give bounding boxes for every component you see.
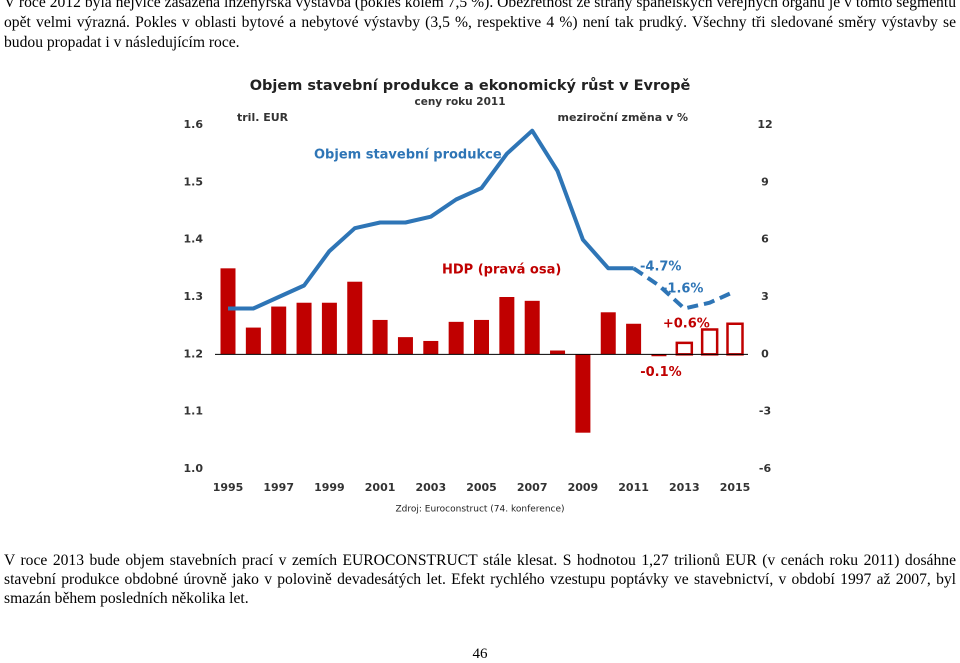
bar xyxy=(347,281,363,355)
data-label: +0.6% xyxy=(663,316,710,331)
bar xyxy=(372,319,388,355)
y2-tick-label: 12 xyxy=(757,118,772,131)
y2-axis-label: meziroční změna v % xyxy=(558,111,688,124)
bar xyxy=(600,312,616,355)
y2-tick-label: -3 xyxy=(759,405,771,418)
bar xyxy=(448,321,464,355)
bar xyxy=(397,337,413,355)
source: Zdroj: Euroconstruct (74. konference) xyxy=(395,505,564,515)
bar xyxy=(245,327,261,355)
y2-tick-label: 9 xyxy=(761,175,769,188)
bar xyxy=(700,328,719,356)
y2-tick-label: 6 xyxy=(761,233,769,246)
bar xyxy=(271,306,287,355)
bar xyxy=(524,300,540,355)
x-tick-label: 1997 xyxy=(263,481,294,494)
y-tick-label: 1.6 xyxy=(184,118,204,131)
y-tick-label: 1.2 xyxy=(184,347,204,360)
x-tick-label: 1999 xyxy=(314,481,345,494)
y-tick-label: 1.1 xyxy=(184,405,204,418)
y2-tick-label: 3 xyxy=(761,290,769,303)
bar xyxy=(550,350,566,355)
bar xyxy=(499,297,515,355)
y-tick-label: 1.5 xyxy=(184,175,204,188)
y-tick-label: 1.4 xyxy=(184,233,204,246)
bar xyxy=(296,302,312,355)
x-tick-label: 2013 xyxy=(669,481,700,494)
annotation: -1.6% xyxy=(662,282,703,297)
x-tick-label: 2009 xyxy=(568,481,599,494)
x-tick-label: 2001 xyxy=(365,481,396,494)
bar xyxy=(321,302,337,355)
x-tick-label: 2011 xyxy=(618,481,649,494)
series-label: HDP (pravá osa) xyxy=(442,263,561,278)
chart-subtitle: ceny roku 2011 xyxy=(414,96,505,108)
y-tick-label: 1.3 xyxy=(184,290,204,303)
x-tick-label: 2003 xyxy=(415,481,446,494)
paragraph: V roce 2013 bude objem stavebních prací … xyxy=(4,552,956,607)
page-number: 46 xyxy=(472,646,488,662)
bar xyxy=(626,323,642,355)
x-tick-label: 2015 xyxy=(720,481,751,494)
paragraph: V roce 2012 byla nejvíce zasažena inžený… xyxy=(4,0,956,51)
chart-title: Objem stavební produkce a ekonomický růs… xyxy=(250,77,691,94)
bar xyxy=(220,268,236,355)
line xyxy=(228,128,634,311)
line xyxy=(632,266,736,311)
bar xyxy=(423,340,439,355)
y2-tick-label: 0 xyxy=(761,347,769,360)
x-tick-label: 1995 xyxy=(213,481,244,494)
bar xyxy=(675,341,694,356)
bar xyxy=(474,319,489,355)
y2-tick-label: -6 xyxy=(759,462,772,475)
annotation: -4.7% xyxy=(640,260,681,275)
bar xyxy=(575,354,591,433)
y-axis-label: tril. EUR xyxy=(237,111,289,124)
chart: Objem stavební produkce a ekonomický růs… xyxy=(184,77,773,515)
x-tick-label: 2007 xyxy=(517,481,548,494)
bar xyxy=(651,354,667,357)
bar xyxy=(726,322,744,356)
y-tick-label: 1.0 xyxy=(184,462,204,475)
x-tick-label: 2005 xyxy=(466,481,497,494)
series-label: Objem stavební produkce xyxy=(314,148,502,163)
data-label: -0.1% xyxy=(640,365,681,380)
